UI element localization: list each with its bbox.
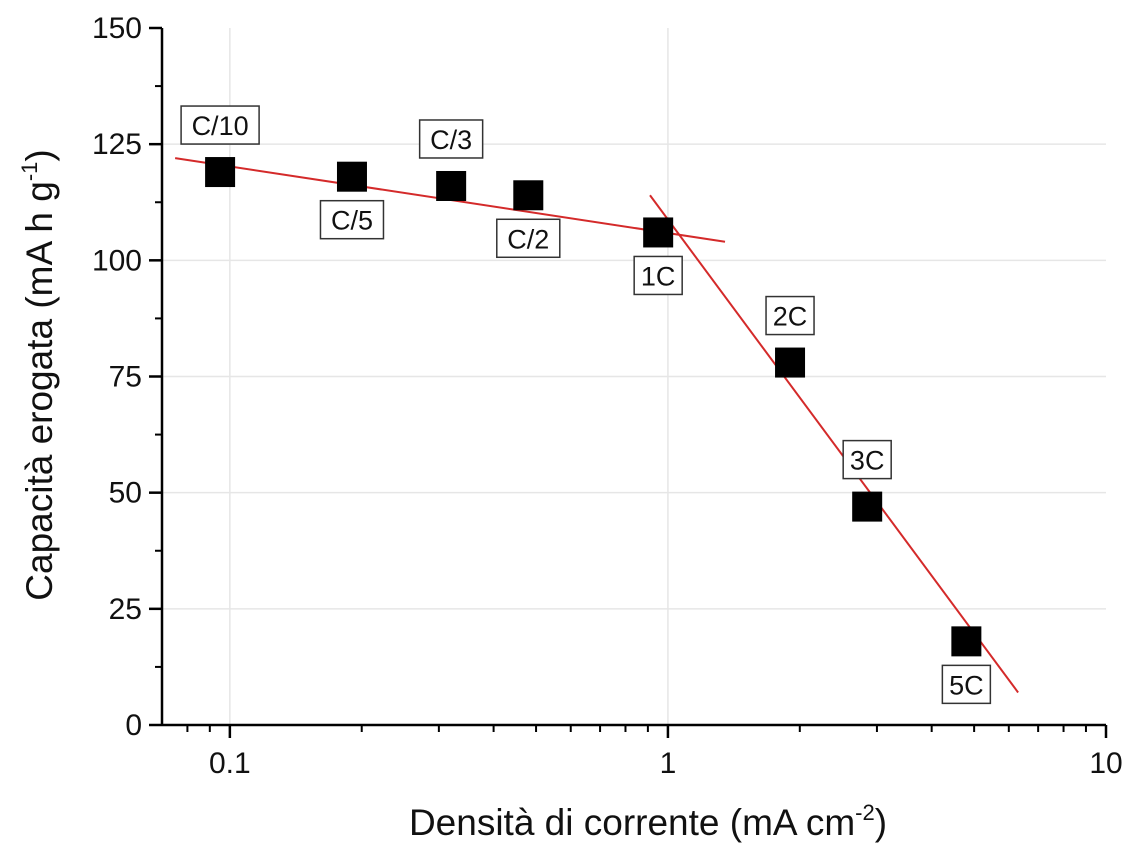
point-label: C/3 (418, 119, 484, 159)
y-tick-label: 125 (92, 128, 142, 161)
fit-line (649, 194, 1019, 694)
point-label-text: 1C (641, 261, 676, 291)
point-label-text: C/3 (430, 125, 472, 155)
point-label-text: 2C (773, 302, 808, 332)
y-tick-label: 150 (92, 12, 142, 45)
point-label-box (842, 439, 892, 480)
y-tick-label: 0 (125, 709, 142, 742)
point-label: 3C (842, 439, 892, 480)
x-axis-title: Densità di corrente (mA cm-2) (409, 800, 887, 843)
point-label: 5C (941, 664, 992, 705)
axes: 0 25 50 75 100 125 150 0.1 1 10 (92, 12, 1123, 780)
data-points (205, 157, 982, 657)
y-tick-label: 50 (109, 477, 142, 510)
y-tick-label: 100 (92, 244, 142, 277)
point-label-box (496, 218, 561, 259)
point-label-box (765, 295, 815, 336)
y-tick-label: 75 (109, 361, 142, 394)
point-label: 1C (633, 255, 683, 296)
data-point-marker (513, 180, 544, 211)
data-point-marker (436, 170, 467, 201)
point-label-text: C/5 (331, 206, 373, 236)
x-tick-label: 1 (660, 747, 677, 780)
data-point-marker (852, 491, 883, 522)
point-label-text: C/2 (507, 224, 549, 254)
point-label-box (418, 119, 484, 159)
point-labels: C/10 C/5 C/3 C/2 1C 2C 3C 5C (180, 105, 992, 705)
point-label-box (180, 105, 260, 145)
data-point-marker (336, 161, 367, 192)
point-label-box (319, 199, 385, 240)
x-tick-label: 0.1 (209, 747, 251, 780)
x-tick-label: 10 (1089, 747, 1122, 780)
point-label-text: C/10 (192, 111, 249, 141)
data-point-marker (643, 217, 674, 248)
data-point-marker (205, 157, 236, 188)
data-point-marker (775, 347, 806, 378)
point-label: C/5 (319, 199, 385, 240)
y-tick-label: 25 (109, 593, 142, 626)
point-label: 2C (765, 295, 815, 336)
point-label: C/10 (180, 105, 260, 145)
fit-lines (174, 157, 1019, 694)
point-label-text: 5C (949, 670, 984, 700)
data-point-marker (951, 626, 982, 657)
point-label-text: 3C (850, 446, 885, 476)
point-label-box (941, 664, 992, 705)
point-label: C/2 (496, 218, 561, 259)
point-label-box (633, 255, 683, 296)
y-axis-title: Capacità erogata (mA h g-1) (17, 149, 60, 600)
